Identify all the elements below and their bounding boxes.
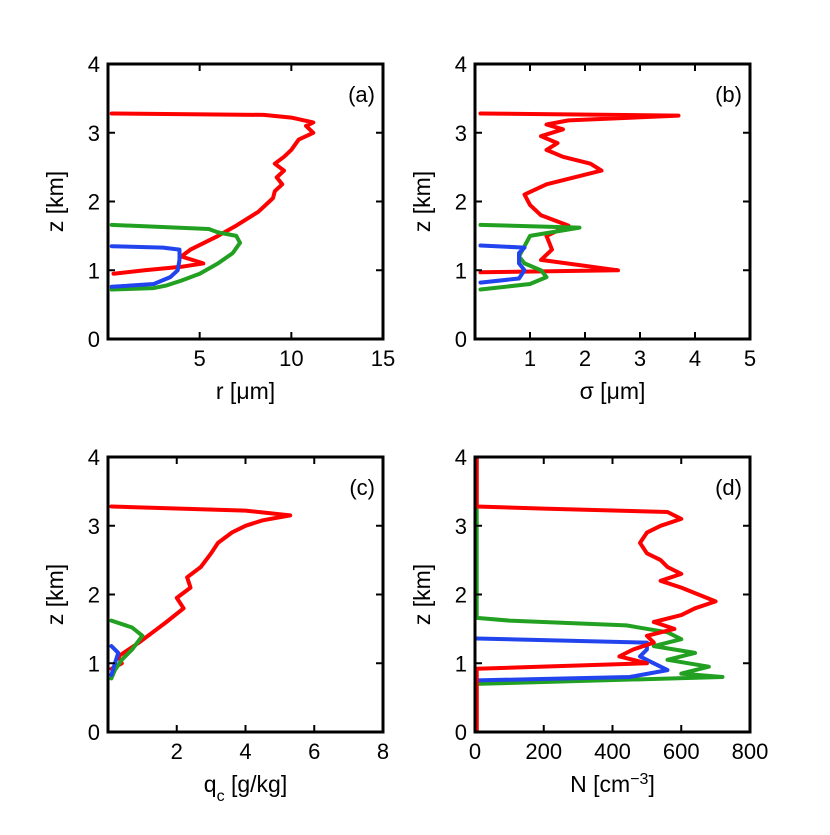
y-axis-title: z [km] <box>42 171 68 232</box>
y-tick-label: 4 <box>88 52 100 77</box>
x-axis-title-part: −3 <box>630 771 648 788</box>
y-tick-label: 1 <box>455 258 467 283</box>
x-tick-label: 6 <box>308 739 320 764</box>
panel-4: 0 200 400 600 800 0 1 2 3 4 (d) z [km] N [cm−3] <box>409 445 768 797</box>
x-axis-title-part: σ <box>580 378 594 404</box>
axes-frame <box>473 455 752 734</box>
y-tick-label: 4 <box>88 445 100 470</box>
series-line-red <box>478 111 681 275</box>
x-tick-label: 0 <box>469 739 481 764</box>
y-tick-label: 0 <box>455 327 467 352</box>
series-line-red <box>475 457 718 732</box>
y-tick-label: 2 <box>88 583 100 608</box>
axes-frame <box>106 455 385 734</box>
y-tick-label: 3 <box>455 121 467 146</box>
panel-label: (b) <box>715 82 742 107</box>
y-tick-label: 2 <box>455 190 467 215</box>
y-tick-label: 1 <box>88 258 100 283</box>
y-axis-title: z [km] <box>409 564 435 625</box>
series-line-blue <box>478 243 527 285</box>
series-line-red <box>109 111 316 276</box>
x-tick-label: 3 <box>634 346 646 371</box>
x-tick-label: 800 <box>732 739 769 764</box>
panel-label: (c) <box>349 475 375 500</box>
x-tick-label: 4 <box>239 739 251 764</box>
x-axis-title: r [μm] <box>216 378 275 404</box>
panel-2: 1 2 3 4 5 0 1 2 3 4 (b) z [km] σ [μm] <box>409 52 756 404</box>
y-tick-label: 2 <box>88 190 100 215</box>
y-tick-label: 0 <box>88 327 100 352</box>
x-axis-title-part: [μm] <box>594 378 646 404</box>
y-tick-label: 3 <box>455 514 467 539</box>
panel-label: (a) <box>348 82 375 107</box>
series-line-blue <box>109 244 182 289</box>
x-axis-title-part: N [cm <box>570 771 630 797</box>
series-line-green <box>109 222 242 292</box>
panel-3: 2 4 6 8 0 1 2 3 4 (c) z [km] qc [g/kg] <box>42 445 389 805</box>
x-tick-label: 5 <box>744 346 756 371</box>
y-tick-label: 4 <box>455 52 467 77</box>
series-line-green <box>478 222 582 292</box>
x-tick-label: 8 <box>377 739 389 764</box>
x-tick-label: 200 <box>525 739 562 764</box>
y-tick-label: 4 <box>455 445 467 470</box>
x-tick-label: 400 <box>594 739 631 764</box>
x-axis-title-part: q <box>204 771 217 797</box>
x-tick-label: 2 <box>579 346 591 371</box>
y-tick-label: 0 <box>88 720 100 745</box>
y-tick-label: 2 <box>455 583 467 608</box>
axes-frame <box>473 62 752 341</box>
x-axis-title: σ [μm] <box>580 378 646 404</box>
series-line-blue <box>109 644 121 677</box>
x-tick-label: 2 <box>171 739 183 764</box>
x-tick-label: 10 <box>279 346 303 371</box>
x-axis-title-part: m] <box>250 378 276 404</box>
y-tick-label: 0 <box>455 720 467 745</box>
panel-label: (d) <box>715 475 742 500</box>
series-line-red <box>109 504 293 671</box>
x-axis-title: qc [g/kg] <box>204 771 287 805</box>
y-tick-label: 3 <box>88 514 100 539</box>
y-tick-label: 1 <box>455 651 467 676</box>
x-axis-title-part: c <box>217 788 225 805</box>
x-tick-label: 15 <box>371 346 395 371</box>
series-line-green <box>475 457 725 732</box>
x-axis-title-part: r [ <box>216 378 237 404</box>
x-axis-title-part: [g/kg] <box>225 771 288 797</box>
axes-frame <box>106 62 385 341</box>
x-tick-label: 600 <box>663 739 700 764</box>
x-axis-title: N [cm−3] <box>570 771 655 798</box>
y-axis-title: z [km] <box>42 564 68 625</box>
y-tick-label: 1 <box>88 651 100 676</box>
y-tick-label: 3 <box>88 121 100 146</box>
x-tick-label: 1 <box>524 346 536 371</box>
x-tick-label: 4 <box>689 346 701 371</box>
y-axis-title: z [km] <box>409 171 435 232</box>
x-axis-title-part: ] <box>648 771 654 797</box>
x-tick-label: 5 <box>194 346 206 371</box>
panel-1: 5 10 15 0 1 2 3 4 (a) z [km] r [μm] <box>42 52 395 404</box>
x-axis-title-part: μ <box>236 378 249 404</box>
